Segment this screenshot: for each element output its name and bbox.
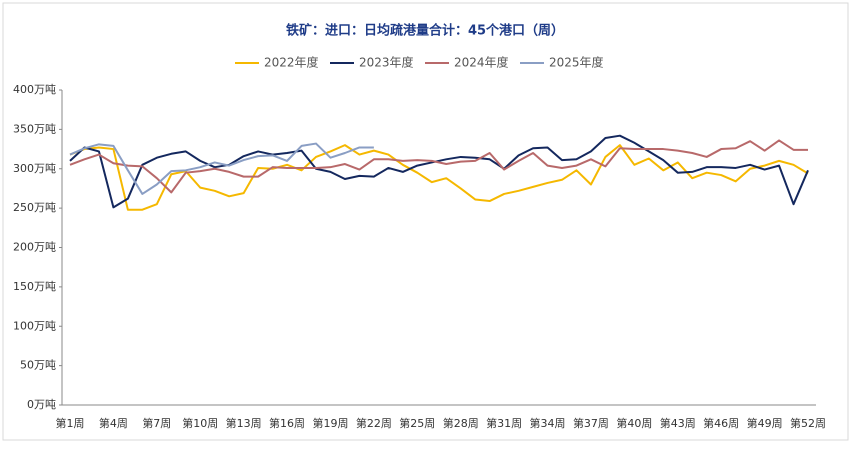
x-tick-label: 第25周 xyxy=(399,416,435,430)
chart-frame xyxy=(2,2,849,441)
y-tick-label: 400万吨 xyxy=(13,83,56,96)
x-tick-label: 第13周 xyxy=(226,416,262,430)
x-tick-label: 第22周 xyxy=(356,416,392,430)
series-line xyxy=(69,142,374,195)
x-tick-label: 第16周 xyxy=(269,416,305,430)
x-tick-label: 第49周 xyxy=(747,416,783,430)
legend-label: 2024年度 xyxy=(454,55,509,70)
x-tick-label: 第40周 xyxy=(616,416,652,430)
y-tick-label: 0万吨 xyxy=(27,398,56,411)
x-tick-label: 第46周 xyxy=(703,416,739,430)
y-tick-label: 250万吨 xyxy=(13,201,56,214)
y-tick-label: 200万吨 xyxy=(13,241,56,254)
y-tick-label: 350万吨 xyxy=(13,122,56,135)
x-tick-label: 第52周 xyxy=(790,416,826,430)
series-line xyxy=(69,134,809,209)
x-tick-label: 第10周 xyxy=(182,416,218,430)
series-line xyxy=(69,144,809,211)
legend-label: 2022年度 xyxy=(264,55,319,70)
y-tick-label: 150万吨 xyxy=(13,280,56,293)
y-tick-label: 100万吨 xyxy=(13,319,56,332)
x-tick-label: 第7周 xyxy=(142,416,171,430)
x-tick-label: 第34周 xyxy=(530,416,566,430)
x-tick-label: 第4周 xyxy=(99,416,128,430)
x-tick-label: 第1周 xyxy=(56,416,85,430)
x-tick-label: 第43周 xyxy=(660,416,696,430)
x-tick-label: 第28周 xyxy=(443,416,479,430)
y-tick-label: 50万吨 xyxy=(20,359,56,372)
y-tick-label: 300万吨 xyxy=(13,162,56,175)
x-tick-label: 第37周 xyxy=(573,416,609,430)
legend-label: 2023年度 xyxy=(359,55,414,70)
chart-title: 铁矿：进口：日均疏港量合计：45个港口（周） xyxy=(285,23,564,39)
series-line xyxy=(69,139,808,194)
x-tick-label: 第19周 xyxy=(312,416,348,430)
x-tick-label: 第31周 xyxy=(486,416,522,430)
legend-label: 2025年度 xyxy=(549,55,604,70)
